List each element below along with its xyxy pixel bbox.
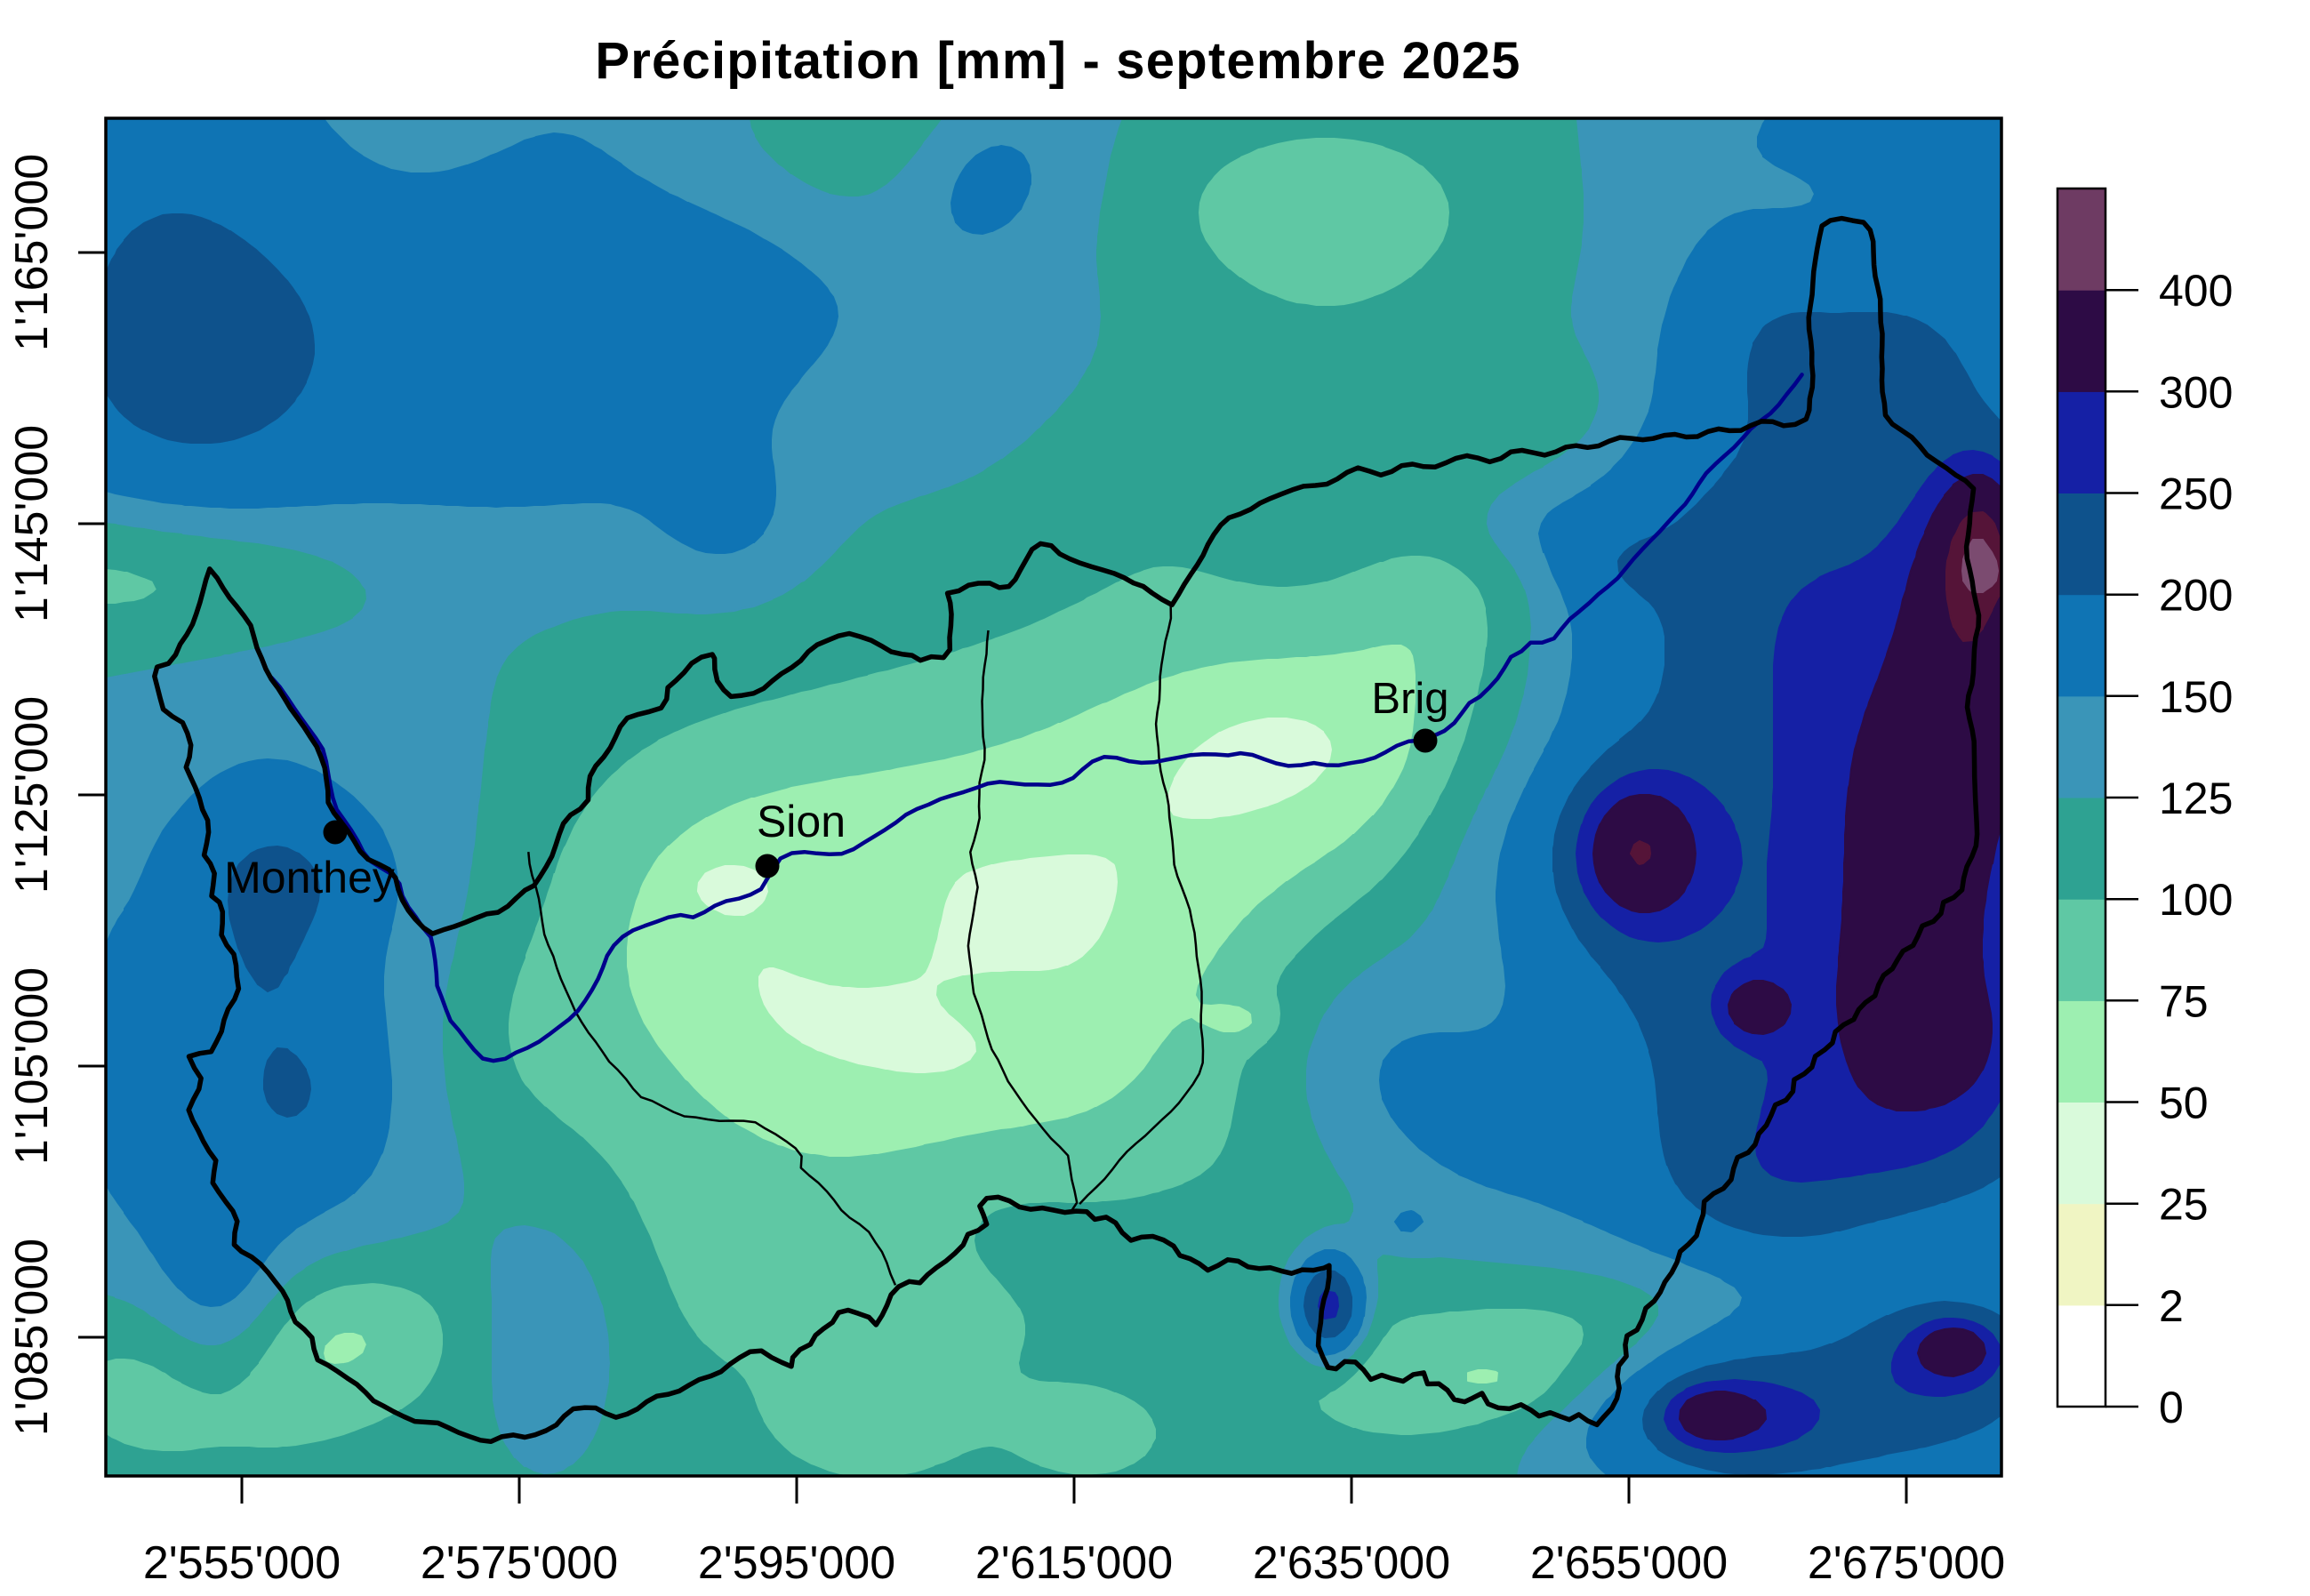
svg-text:2'575'000: 2'575'000 [421, 1537, 618, 1589]
svg-text:300: 300 [2159, 367, 2233, 417]
svg-text:Monthey: Monthey [224, 853, 395, 902]
svg-text:2'615'000: 2'615'000 [975, 1537, 1173, 1589]
svg-text:2'635'000: 2'635'000 [1253, 1537, 1450, 1589]
svg-text:1'125'000: 1'125'000 [6, 696, 58, 894]
svg-text:125: 125 [2159, 774, 2233, 823]
svg-text:150: 150 [2159, 672, 2233, 722]
svg-text:1'145'000: 1'145'000 [6, 425, 58, 622]
svg-text:25: 25 [2159, 1180, 2209, 1230]
svg-text:1'165'000: 1'165'000 [6, 154, 58, 351]
svg-text:2: 2 [2159, 1281, 2184, 1331]
svg-text:75: 75 [2159, 976, 2209, 1026]
svg-text:1'085'000: 1'085'000 [6, 1239, 58, 1436]
svg-text:250: 250 [2159, 469, 2233, 519]
svg-text:0: 0 [2159, 1383, 2184, 1432]
svg-text:100: 100 [2159, 875, 2233, 925]
svg-text:2'675'000: 2'675'000 [1808, 1537, 2005, 1589]
svg-text:Sion: Sion [757, 797, 846, 846]
svg-text:2'595'000: 2'595'000 [698, 1537, 895, 1589]
svg-text:Précipitation [mm] - septembre: Précipitation [mm] - septembre 2025 [595, 32, 1520, 90]
svg-text:400: 400 [2159, 266, 2233, 316]
svg-text:50: 50 [2159, 1079, 2209, 1128]
svg-text:200: 200 [2159, 571, 2233, 621]
svg-text:1'105'000: 1'105'000 [6, 967, 58, 1165]
svg-text:2'555'000: 2'555'000 [143, 1537, 341, 1589]
svg-text:2'655'000: 2'655'000 [1530, 1537, 1728, 1589]
svg-text:Brig: Brig [1371, 675, 1448, 723]
